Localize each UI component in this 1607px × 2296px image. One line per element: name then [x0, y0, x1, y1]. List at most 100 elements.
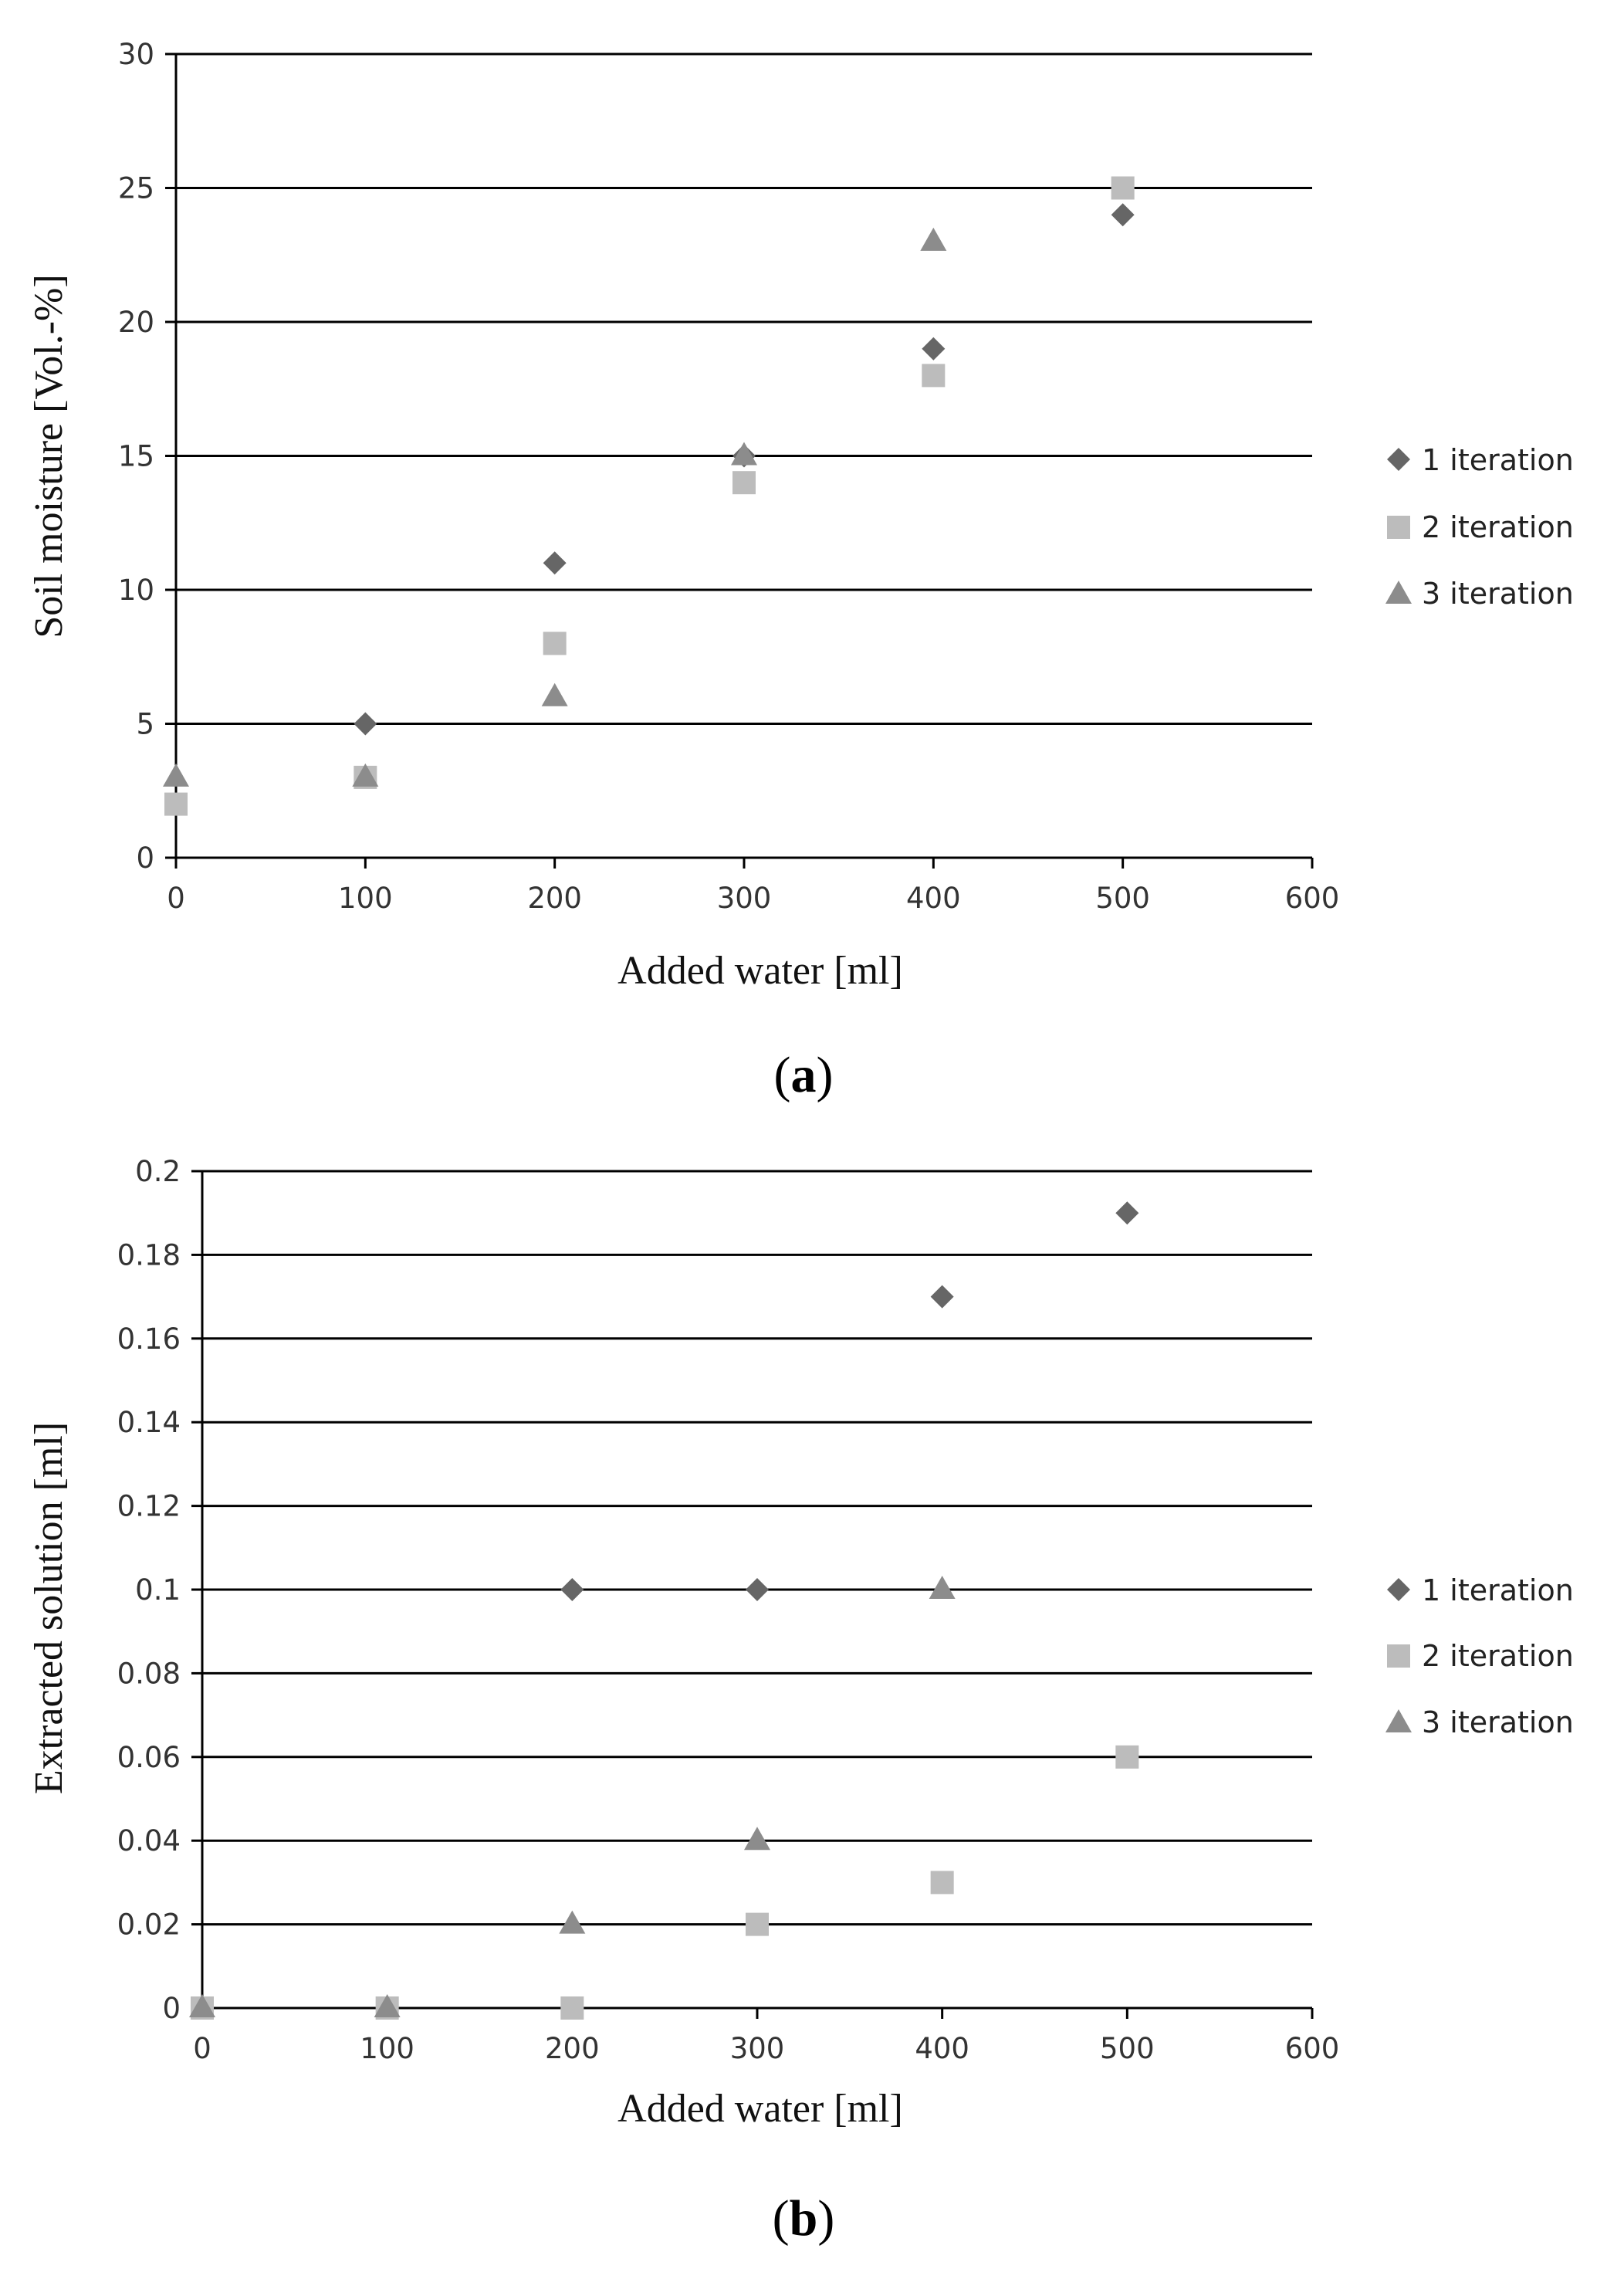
data-point-3-iteration	[352, 763, 379, 787]
panel-label-b: (b)	[773, 2190, 835, 2247]
legend-item-1-iteration: 1 iteration	[1387, 443, 1574, 477]
data-point-3-iteration	[541, 682, 568, 706]
panel-label-open-paren: (	[773, 2190, 790, 2247]
y-tick-label: 15	[118, 440, 154, 473]
y-tick-labels-a: 0 5 10 15 20 25 30	[118, 38, 154, 875]
panel-label-close-paren: )	[817, 1047, 834, 1103]
data-point-2-iteration	[922, 364, 946, 388]
x-tick-label: 300	[730, 2032, 785, 2065]
panel-label-letter: a	[791, 1047, 817, 1103]
x-tick-label: 400	[915, 2032, 969, 2065]
x-tick-label: 0	[167, 882, 185, 915]
legend-label: 3 iteration	[1422, 577, 1574, 611]
legend-marker-square	[1387, 516, 1410, 539]
y-tick-label: 10	[118, 574, 154, 607]
chart-panel-b: 00.020.040.060.080.10.120.140.160.180.2 …	[27, 1155, 1574, 2247]
data-point-3-iteration	[374, 1994, 401, 2017]
legend-item-2-iteration: 2 iteration	[1387, 1639, 1574, 1673]
x-tick-label: 200	[527, 882, 582, 915]
legend-item-3-iteration: 3 iteration	[1385, 1705, 1574, 1739]
x-tick-labels-b: 0 100 200 300 400 500 600	[193, 2032, 1339, 2065]
legend-marker-triangle	[1385, 1709, 1412, 1732]
x-axis-title-b: Added water [ml]	[617, 2087, 903, 2131]
x-tick-label: 500	[1095, 882, 1150, 915]
x-tick-label: 500	[1100, 2032, 1155, 2065]
y-axis-title-b: Extracted solution [ml]	[27, 1422, 71, 1794]
legend-label: 1 iteration	[1422, 1573, 1574, 1607]
data-point-2-iteration	[1111, 176, 1135, 200]
x-tick-label: 200	[545, 2032, 600, 2065]
x-tick-label: 100	[338, 882, 393, 915]
x-tick-label: 300	[717, 882, 772, 915]
y-tick-labels-b: 0 0.02 0.04 0.06 0.08 0.1 0.12 0.14 0.16 0.18 0.2	[117, 1155, 181, 2025]
legend-label: 1 iteration	[1422, 443, 1574, 477]
gridlines-b	[202, 1170, 1312, 1926]
panel-label-a: (a)	[774, 1047, 834, 1103]
y-tick-label: 0	[136, 842, 154, 875]
panel-label-letter: b	[790, 2190, 818, 2247]
data-point-2-iteration	[560, 1996, 584, 2020]
data-point-3-iteration	[559, 1910, 586, 1934]
legend-item-1-iteration: 1 iteration	[1387, 1573, 1574, 1607]
y-tick-label: 25	[118, 172, 154, 205]
x-tick-label: 400	[906, 882, 961, 915]
data-points-a	[163, 176, 1135, 816]
data-point-1-iteration	[354, 712, 377, 736]
data-point-3-iteration	[744, 1827, 770, 1851]
y-tick-label: 0.06	[117, 1741, 181, 1774]
axes-a	[165, 52, 1314, 869]
legend-b: 1 iteration 2 iteration 3 iteration	[1385, 1573, 1574, 1739]
y-tick-label: 5	[136, 708, 154, 741]
x-tick-label: 100	[360, 2032, 414, 2065]
y-axis-title-a: Soil moisture [Vol.-%]	[27, 274, 71, 638]
legend-marker-square	[1387, 1644, 1410, 1668]
data-point-2-iteration	[746, 1912, 769, 1936]
y-tick-label: 30	[118, 38, 154, 71]
x-tick-label: 0	[193, 2032, 211, 2065]
gridlines-a	[176, 52, 1312, 725]
data-point-2-iteration	[1115, 1745, 1139, 1769]
x-tick-label: 600	[1285, 882, 1340, 915]
data-point-3-iteration	[929, 1576, 956, 1599]
x-tick-labels-a: 0 100 200 300 400 500 600	[167, 882, 1339, 915]
x-axis-title-a: Added water [ml]	[617, 949, 903, 993]
data-point-3-iteration	[731, 442, 757, 466]
y-tick-label: 0.14	[117, 1406, 181, 1439]
panel-label-open-paren: (	[774, 1047, 791, 1103]
y-tick-label: 0.08	[117, 1657, 181, 1690]
y-tick-label: 0.18	[117, 1238, 181, 1272]
data-point-1-iteration	[1115, 1201, 1139, 1225]
data-point-2-iteration	[930, 1871, 954, 1895]
y-tick-label: 0.04	[117, 1824, 181, 1857]
y-tick-label: 0	[162, 1992, 181, 2025]
legend-item-3-iteration: 3 iteration	[1385, 577, 1574, 611]
chart-panel-a: 0 5 10 15 20 25 30 0 100 200 300 400 500 600 Added w…	[27, 38, 1574, 1103]
legend-marker-triangle	[1385, 581, 1412, 604]
data-point-1-iteration	[930, 1285, 954, 1309]
x-tick-label: 600	[1285, 2032, 1340, 2065]
legend-label: 3 iteration	[1422, 1705, 1574, 1739]
data-points-b	[189, 1201, 1139, 2020]
legend-label: 2 iteration	[1422, 510, 1574, 544]
data-point-2-iteration	[164, 792, 188, 816]
legend-marker-diamond	[1387, 1578, 1410, 1601]
y-tick-label: 0.1	[135, 1573, 181, 1607]
data-point-2-iteration	[732, 471, 756, 495]
legend-item-2-iteration: 2 iteration	[1387, 510, 1574, 544]
data-point-3-iteration	[163, 763, 189, 787]
data-point-1-iteration	[922, 337, 946, 361]
panel-label-close-paren: )	[817, 2190, 834, 2247]
y-tick-label: 0.12	[117, 1490, 181, 1523]
legend-label: 2 iteration	[1422, 1639, 1574, 1673]
data-point-2-iteration	[543, 632, 567, 655]
data-point-3-iteration	[920, 227, 947, 251]
data-point-1-iteration	[746, 1578, 769, 1601]
legend-a: 1 iteration 2 iteration 3 iteration	[1385, 443, 1574, 611]
data-point-3-iteration	[189, 1994, 215, 2017]
data-point-1-iteration	[543, 551, 567, 575]
legend-marker-diamond	[1387, 448, 1410, 471]
data-point-1-iteration	[560, 1578, 584, 1601]
y-tick-label: 0.2	[135, 1155, 181, 1188]
y-tick-label: 0.16	[117, 1322, 181, 1356]
